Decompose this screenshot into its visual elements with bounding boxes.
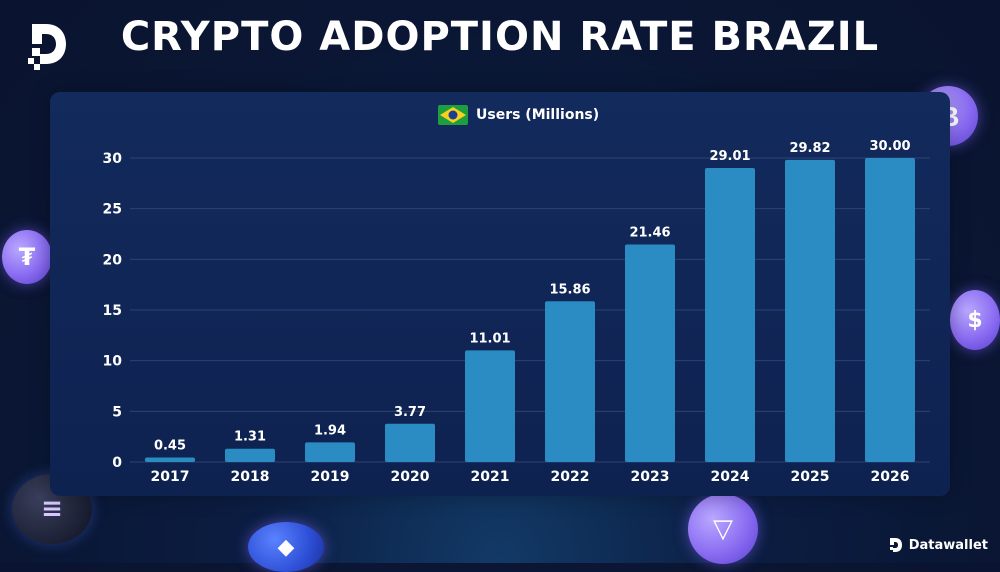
y-tick-label: 5 xyxy=(112,404,122,420)
data-label: 15.86 xyxy=(549,282,590,297)
datawallet-logo xyxy=(28,24,66,70)
y-tick-label: 0 xyxy=(112,455,122,471)
x-tick-label: 2018 xyxy=(231,469,270,485)
tether-icon: ₮ xyxy=(2,230,52,284)
y-tick-label: 15 xyxy=(103,303,122,319)
data-label: 21.46 xyxy=(629,226,670,241)
data-label: 0.45 xyxy=(154,438,186,453)
chart-legend: Users (Millions) xyxy=(438,104,599,126)
y-tick-label: 20 xyxy=(103,252,123,268)
x-tick-label: 2025 xyxy=(791,469,830,485)
x-tick-label: 2022 xyxy=(551,469,590,485)
data-label: 1.94 xyxy=(314,423,346,438)
data-label: 29.01 xyxy=(709,149,750,164)
y-tick-label: 10 xyxy=(103,354,123,370)
x-tick-label: 2021 xyxy=(471,469,510,485)
tron-icon: ▽ xyxy=(688,494,758,564)
data-label: 1.31 xyxy=(234,430,266,445)
data-label: 29.82 xyxy=(789,141,830,156)
legend-label: Users (Millions) xyxy=(476,107,600,123)
bar xyxy=(705,168,755,463)
data-label: 3.77 xyxy=(394,405,426,420)
bar xyxy=(465,350,515,462)
data-label: 30.00 xyxy=(869,139,910,154)
bar xyxy=(145,457,195,462)
bar xyxy=(625,244,675,462)
data-label: 11.01 xyxy=(469,331,510,346)
bar xyxy=(225,448,275,462)
bar xyxy=(785,159,835,462)
brazil-flag-icon xyxy=(438,105,468,125)
bar xyxy=(385,423,435,462)
bar xyxy=(305,442,355,462)
y-tick-label: 25 xyxy=(103,202,122,218)
page-title: CRYPTO ADOPTION RATE BRAZIL xyxy=(120,14,880,60)
datawallet-mark-icon xyxy=(889,538,902,552)
brand: Datawallet xyxy=(889,537,988,553)
x-tick-label: 2023 xyxy=(631,469,670,485)
bar xyxy=(865,158,915,462)
x-tick-label: 2024 xyxy=(711,469,750,485)
usdc-icon: $ xyxy=(950,290,1000,350)
y-tick-label: 30 xyxy=(103,151,123,167)
x-tick-label: 2026 xyxy=(871,469,910,485)
x-tick-label: 2019 xyxy=(311,469,350,485)
x-tick-label: 2020 xyxy=(391,469,430,485)
bar xyxy=(545,301,595,462)
brand-name: Datawallet xyxy=(908,537,988,553)
x-tick-label: 2017 xyxy=(151,469,190,485)
